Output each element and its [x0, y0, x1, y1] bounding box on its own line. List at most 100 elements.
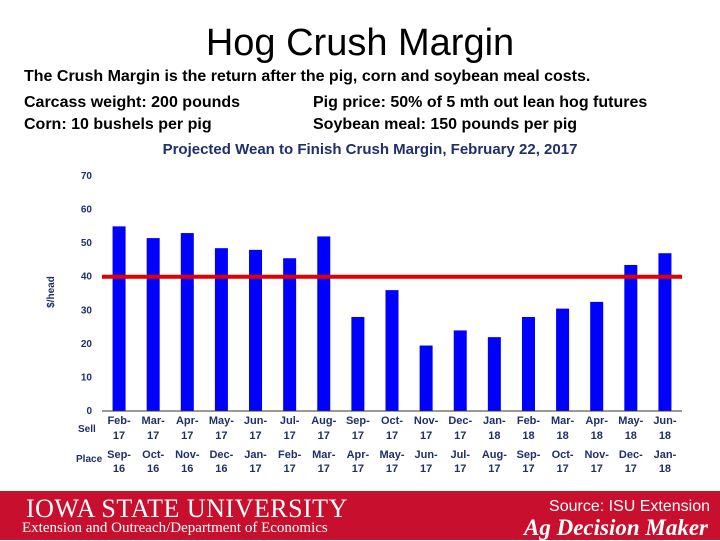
place-month-label: Nov-	[175, 449, 200, 461]
place-month-label: Nov-	[584, 449, 609, 461]
ag-decision-maker-logo: Ag Decision Maker	[524, 515, 708, 540]
university-wordmark: IOWA STATE UNIVERSITY	[26, 494, 348, 523]
place-month-label: 17	[625, 463, 637, 475]
place-month-label: 17	[386, 463, 398, 475]
bar	[283, 258, 297, 411]
sell-month-label: 17	[318, 430, 330, 442]
sell-month-label: Apr-	[585, 415, 608, 427]
bar	[521, 317, 535, 411]
place-row-label: Place	[76, 454, 103, 465]
bar	[590, 301, 604, 411]
sell-month-label: 17	[386, 430, 398, 442]
place-month-label: Mar-	[312, 449, 336, 461]
crush-margin-chart: Projected Wean to Finish Crush Margin, F…	[46, 141, 682, 480]
place-month-label: 17	[454, 463, 466, 475]
bar	[112, 226, 126, 411]
footer-bar: IOWA STATE UNIVERSITY Extension and Outr…	[0, 491, 720, 540]
y-tick-label: 20	[81, 339, 93, 350]
source-note: Source: ISU Extension	[549, 498, 710, 515]
description-soybean-meal: Soybean meal: 150 pounds per pig	[313, 116, 578, 133]
sell-month-label: 18	[522, 430, 534, 442]
bar	[351, 317, 365, 411]
description-carcass-weight: Carcass weight: 200 pounds	[24, 94, 241, 111]
place-month-label: 17	[318, 463, 330, 475]
sell-month-label: 18	[625, 430, 637, 442]
sell-month-label: 17	[284, 430, 296, 442]
sell-month-label: 17	[181, 430, 193, 442]
y-tick-label: 30	[81, 305, 93, 316]
place-month-label: 17	[352, 463, 364, 475]
sell-month-label: Dec-	[448, 415, 472, 427]
place-month-label: 16	[181, 463, 193, 475]
sell-month-label: Jun-	[653, 415, 677, 427]
place-month-label: Jan-	[244, 449, 267, 461]
y-tick-label: 70	[81, 171, 93, 182]
place-month-label: Sep-	[107, 449, 131, 461]
bar	[249, 249, 263, 411]
place-month-label: Oct-	[142, 449, 164, 461]
slide-title: Hog Crush Margin	[205, 22, 515, 64]
y-tick-label: 10	[81, 372, 93, 383]
place-month-label: Sep-	[517, 449, 541, 461]
place-month-label: Feb-	[278, 449, 302, 461]
y-tick-label: 0	[86, 406, 92, 417]
sell-month-label: 18	[488, 430, 500, 442]
sell-month-label: 17	[454, 430, 466, 442]
y-tick-label: 40	[81, 272, 93, 283]
place-month-label: 17	[591, 463, 603, 475]
place-month-label: Jul-	[450, 449, 470, 461]
bar	[487, 337, 501, 411]
sell-month-label: Mar-	[142, 415, 166, 427]
sell-month-label: Jun-	[244, 415, 268, 427]
bar	[214, 248, 228, 411]
sell-month-label: Feb-	[517, 415, 541, 427]
place-month-label: Aug-	[482, 449, 507, 461]
sell-month-label: Nov-	[414, 415, 439, 427]
sell-row-label: Sell	[78, 424, 96, 435]
sell-month-label: May-	[209, 415, 234, 427]
bar	[146, 238, 160, 411]
sell-month-label: 18	[659, 430, 671, 442]
place-month-label: 16	[147, 463, 159, 475]
sell-month-label: 17	[147, 430, 159, 442]
place-month-label: 16	[215, 463, 227, 475]
description-corn: Corn: 10 bushels per pig	[24, 116, 212, 133]
sell-month-label: Oct-	[381, 415, 403, 427]
place-month-label: Apr-	[347, 449, 370, 461]
y-tick-label: 60	[81, 205, 93, 216]
place-month-label: 17	[284, 463, 296, 475]
sell-month-label: 18	[591, 430, 603, 442]
sell-month-label: 17	[420, 430, 432, 442]
sell-month-label: 17	[215, 430, 227, 442]
bars	[112, 226, 672, 411]
sell-month-label: 17	[249, 430, 261, 442]
place-month-label: Jan-	[654, 449, 677, 461]
department-name: Extension and Outreach/Department of Eco…	[22, 520, 328, 536]
place-month-label: Dec-	[619, 449, 643, 461]
place-month-label: Oct-	[552, 449, 574, 461]
sell-month-label: Sep-	[346, 415, 370, 427]
bar	[385, 290, 399, 411]
description-pig-price: Pig price: 50% of 5 mth out lean hog fut…	[313, 94, 648, 111]
bar	[453, 330, 467, 411]
place-month-label: Dec-	[209, 449, 233, 461]
place-month-label: 17	[420, 463, 432, 475]
sell-month-label: Jan-	[483, 415, 506, 427]
sell-month-label: 17	[113, 430, 125, 442]
place-month-label: 17	[556, 463, 568, 475]
y-axis-label: $/head	[46, 276, 57, 308]
description-line-1: The Crush Margin is the return after the…	[24, 68, 591, 85]
bar	[419, 345, 433, 411]
place-month-label: May-	[379, 449, 404, 461]
bar	[624, 264, 638, 411]
sell-month-label: Mar-	[551, 415, 575, 427]
x-axis-labels: Feb- 17 Sep- 16 Mar- 17 Oct- 16 Apr- 17 Nov- 16 May-…	[107, 415, 677, 475]
sell-month-label: Aug-	[311, 415, 336, 427]
sell-month-label: 18	[556, 430, 568, 442]
bar	[317, 236, 331, 411]
place-month-label: 17	[522, 463, 534, 475]
sell-month-label: Jul-	[280, 415, 300, 427]
bar	[556, 308, 570, 411]
place-month-label: 17	[488, 463, 500, 475]
place-month-label: Jun-	[415, 449, 439, 461]
